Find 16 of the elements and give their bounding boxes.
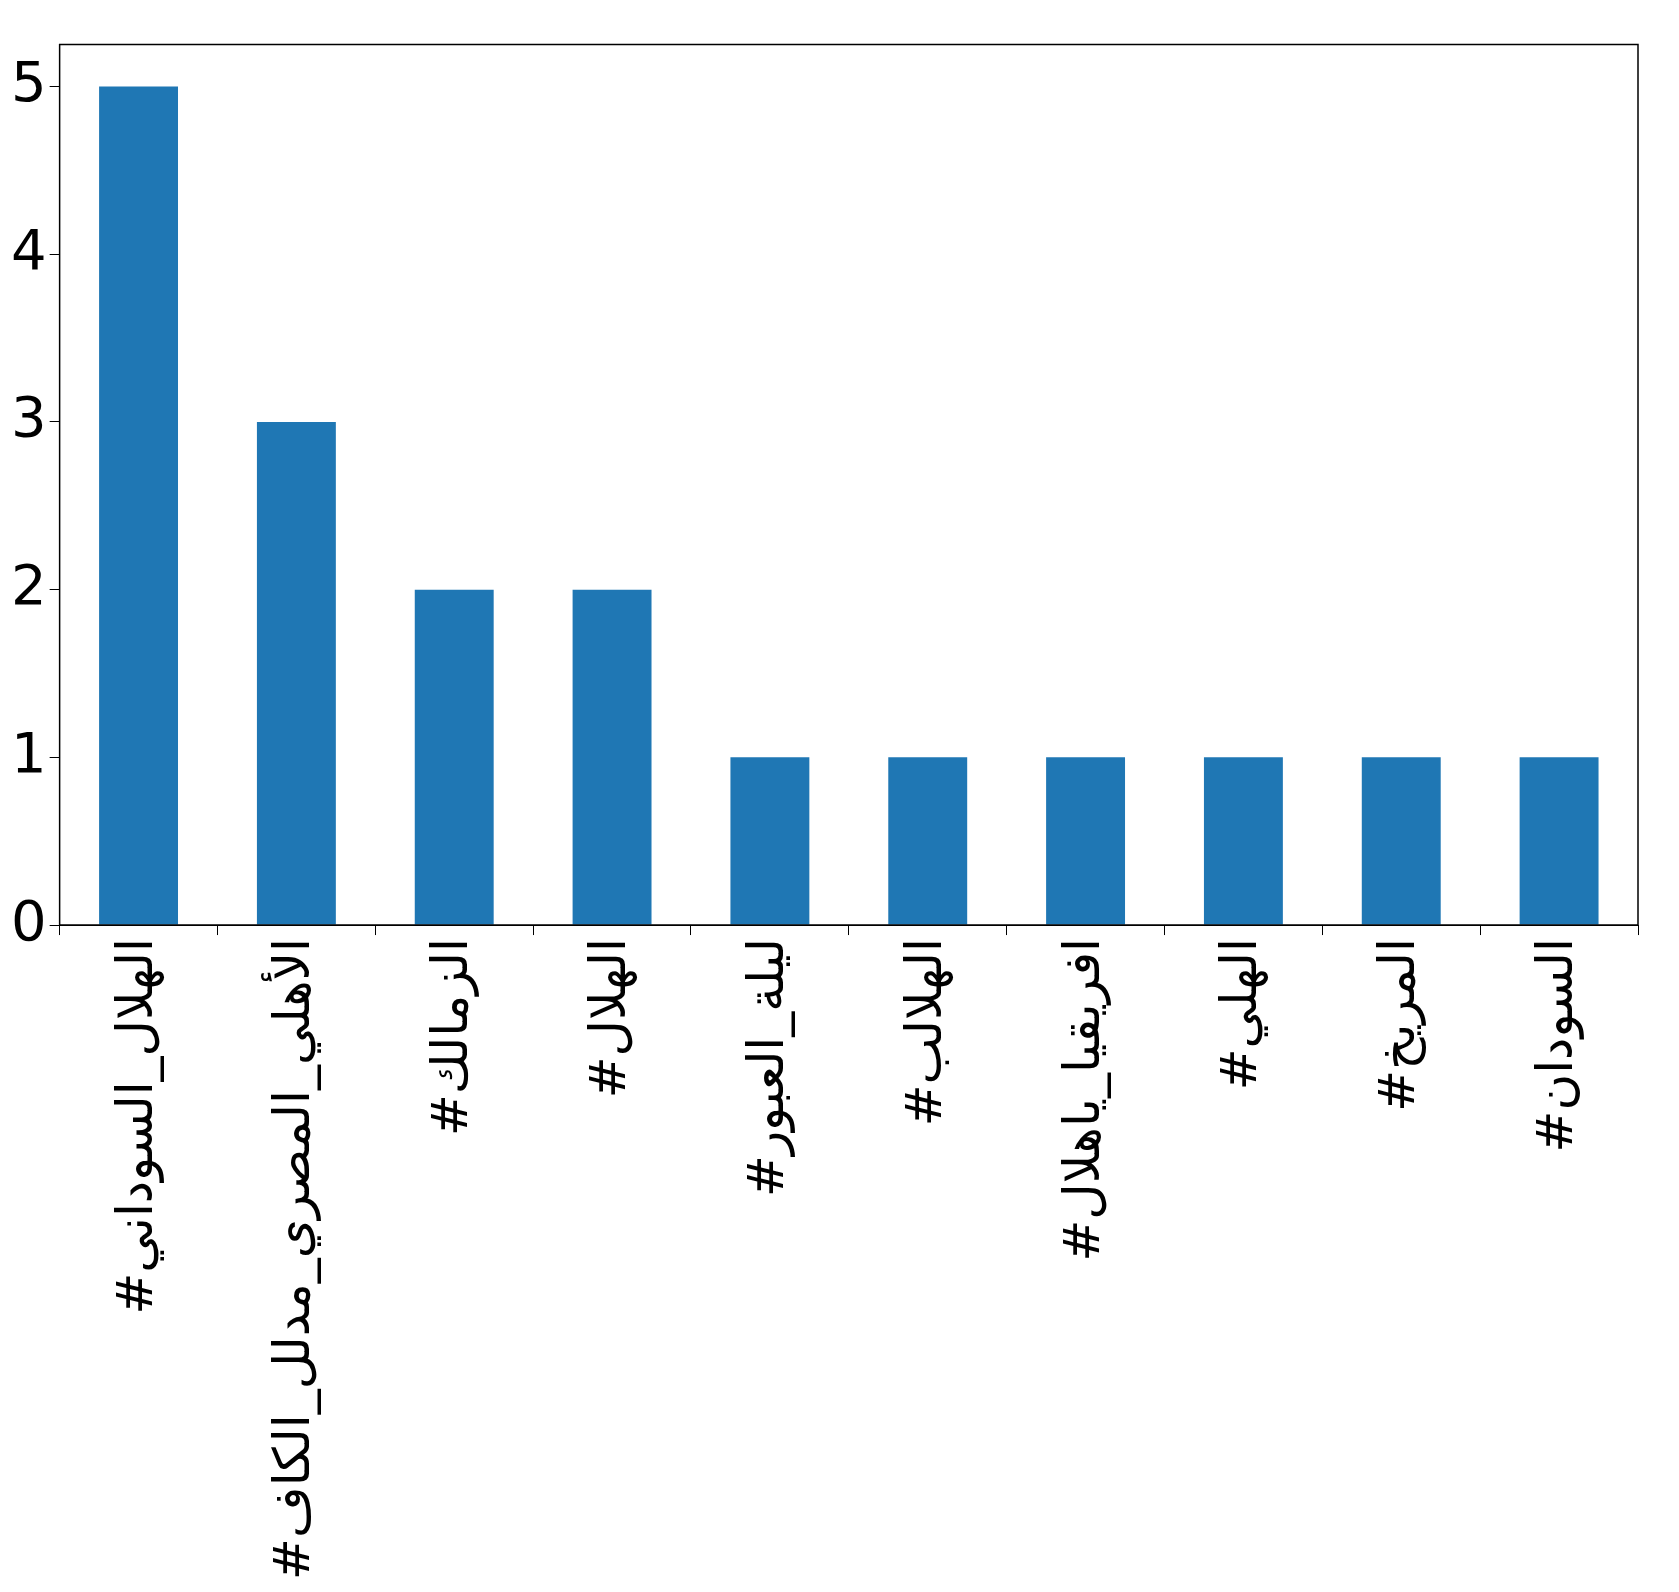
y-tick-label: 5 [10, 49, 47, 115]
x-tick-label: #الأهلي_المصري_مدلل_الكاف [261, 938, 322, 1581]
x-tick-label: #الهلي [1210, 938, 1270, 1091]
x-tick-label: #الزمالك [421, 938, 480, 1137]
x-tick-label: #ليلة_العبور [736, 938, 795, 1197]
x-tick-label: #السودان [1526, 938, 1585, 1153]
x-tick-label: #الهلالب [894, 938, 954, 1127]
x-tick-label: #افريقيا_ياهلال [1052, 938, 1111, 1262]
y-tick-label: 4 [10, 216, 47, 282]
y-tick-label: 1 [10, 719, 47, 785]
x-tick-label: #الهلال_السوداني [105, 938, 165, 1315]
x-tick-label: #المريخ [1368, 938, 1428, 1112]
x-tick-label: #الهلال [579, 938, 639, 1099]
y-tick-label: 0 [10, 887, 47, 953]
y-tick-label: 2 [10, 552, 47, 618]
y-tick-label: 3 [10, 384, 47, 450]
